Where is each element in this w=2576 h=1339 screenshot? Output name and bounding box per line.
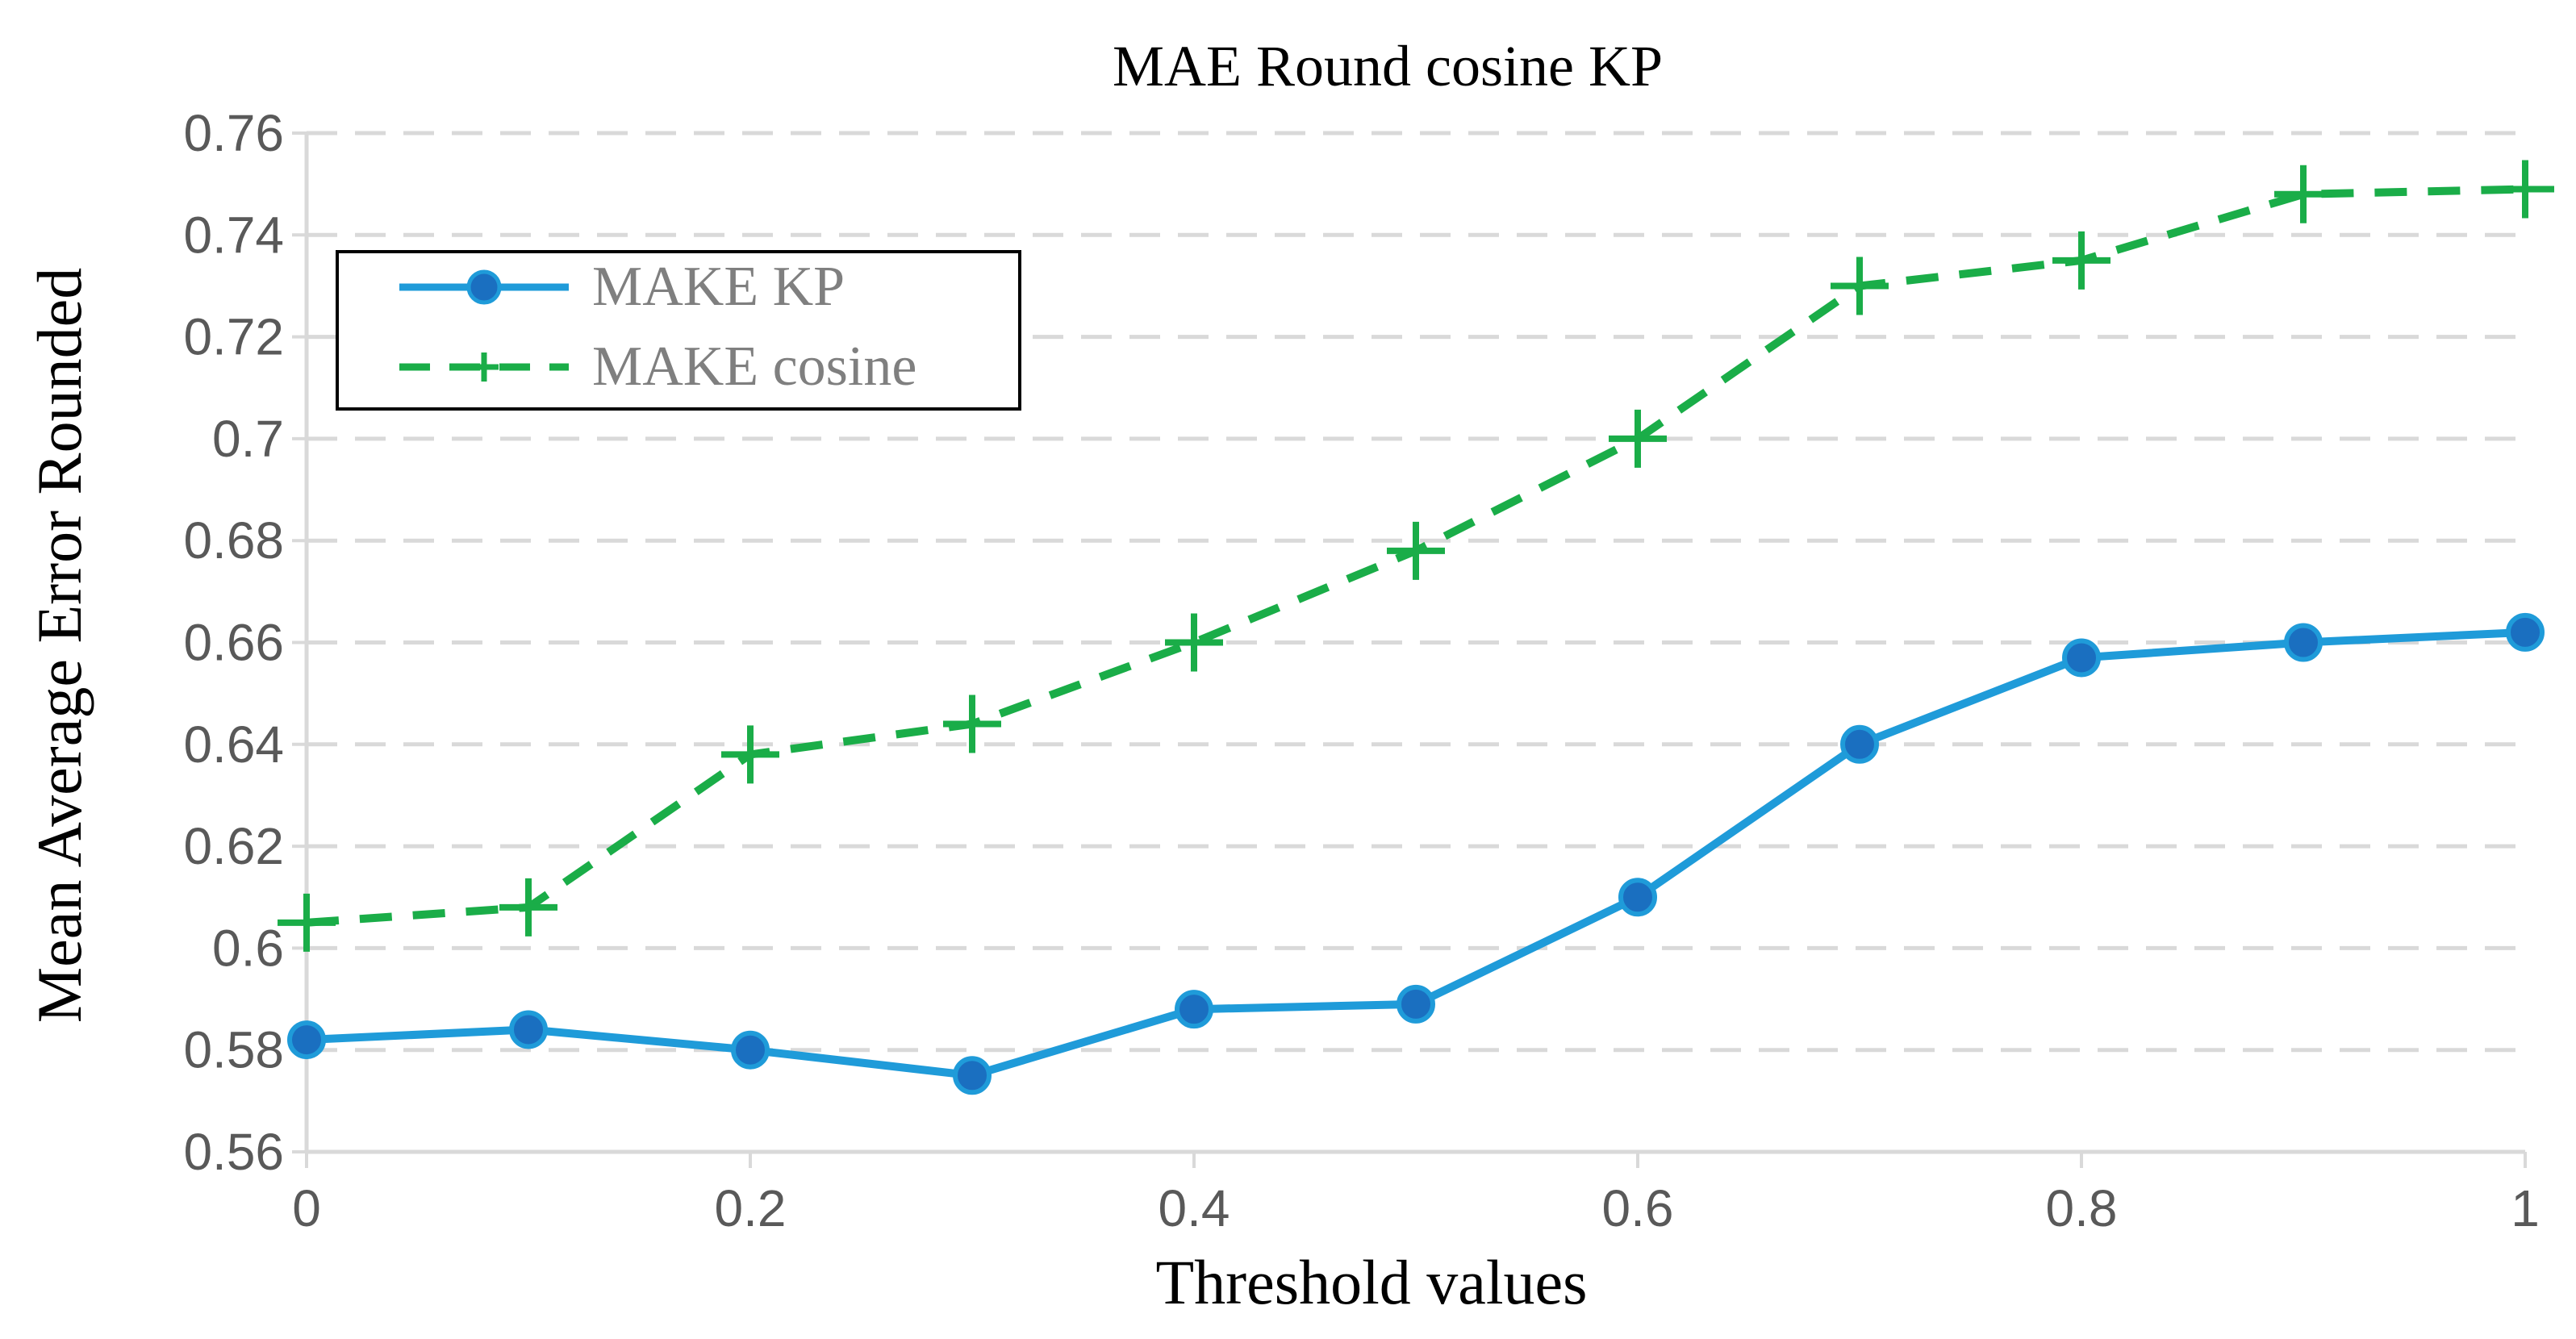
- data-point-make-cosine: [1165, 613, 1223, 672]
- legend-label-make-kp: MAKE KP: [592, 256, 845, 318]
- x-tick-label: 0: [292, 1179, 321, 1237]
- legend: MAKE KP MAKE cosine: [336, 250, 1021, 411]
- data-point-make-cosine: [1831, 257, 1889, 315]
- axes: 0.56 0.58 0.6 0.62 0.64 0.66 0.68 0.7 0.72 0.74 0.…: [183, 104, 2539, 1237]
- y-tick-label: 0.74: [183, 206, 284, 264]
- y-tick-label: 0.66: [183, 614, 284, 672]
- data-point-make-cosine: [2274, 165, 2332, 223]
- data-point-make-cosine: [2052, 231, 2110, 290]
- data-point-make-kp: [287, 1020, 326, 1060]
- chart-title: MAE Round cosine KP: [1113, 34, 1663, 98]
- gridlines: [307, 131, 2525, 1053]
- data-point-make-kp: [953, 1056, 992, 1095]
- legend-box: [336, 250, 1021, 411]
- series-make-cosine: [278, 160, 2554, 952]
- y-tick-label: 0.7: [212, 410, 284, 468]
- y-tick-label: 0.56: [183, 1123, 284, 1181]
- data-point-make-kp: [2062, 638, 2101, 678]
- data-point-make-kp: [2284, 623, 2323, 662]
- data-point-make-cosine: [278, 893, 336, 952]
- y-axis-label: Mean Average Error Rounded: [24, 268, 94, 1023]
- data-point-make-kp: [1840, 724, 1879, 764]
- data-point-make-cosine: [1387, 521, 1445, 580]
- data-point-make-cosine: [721, 725, 779, 784]
- series-make-kp: [287, 612, 2545, 1095]
- y-tick-label: 0.62: [183, 817, 284, 875]
- y-tick-label: 0.68: [183, 511, 284, 569]
- y-tick-label: 0.6: [212, 919, 284, 977]
- legend-swatch-make-kp-marker: [466, 269, 502, 305]
- y-tick-label: 0.64: [183, 715, 284, 774]
- x-tick-label: 0.8: [2046, 1179, 2118, 1237]
- x-tick-label: 0.4: [1159, 1179, 1230, 1237]
- y-tick-label: 0.58: [183, 1021, 284, 1079]
- data-series: [278, 160, 2554, 1095]
- data-point-make-kp: [1618, 878, 1657, 917]
- y-tick-label: 0.76: [183, 104, 284, 162]
- data-point-make-kp: [1397, 984, 1435, 1024]
- data-point-make-cosine: [2496, 160, 2554, 219]
- legend-label-make-cosine: MAKE cosine: [592, 336, 916, 398]
- x-tick-label: 0.6: [1602, 1179, 1674, 1237]
- x-axis-label: Threshold values: [1155, 1247, 1587, 1317]
- x-tick-label: 0.2: [715, 1179, 787, 1237]
- data-point-make-kp: [731, 1030, 770, 1070]
- y-tick-label: 0.72: [183, 308, 284, 366]
- data-point-make-cosine: [1609, 409, 1667, 468]
- x-tick-label: 1: [2511, 1179, 2540, 1237]
- data-point-make-cosine: [943, 695, 1001, 753]
- data-point-make-cosine: [499, 878, 557, 936]
- data-point-make-kp: [1175, 990, 1213, 1029]
- legend-swatch-make-cosine-marker: [470, 352, 499, 382]
- data-point-make-kp: [509, 1010, 548, 1049]
- data-point-make-kp: [2506, 612, 2545, 652]
